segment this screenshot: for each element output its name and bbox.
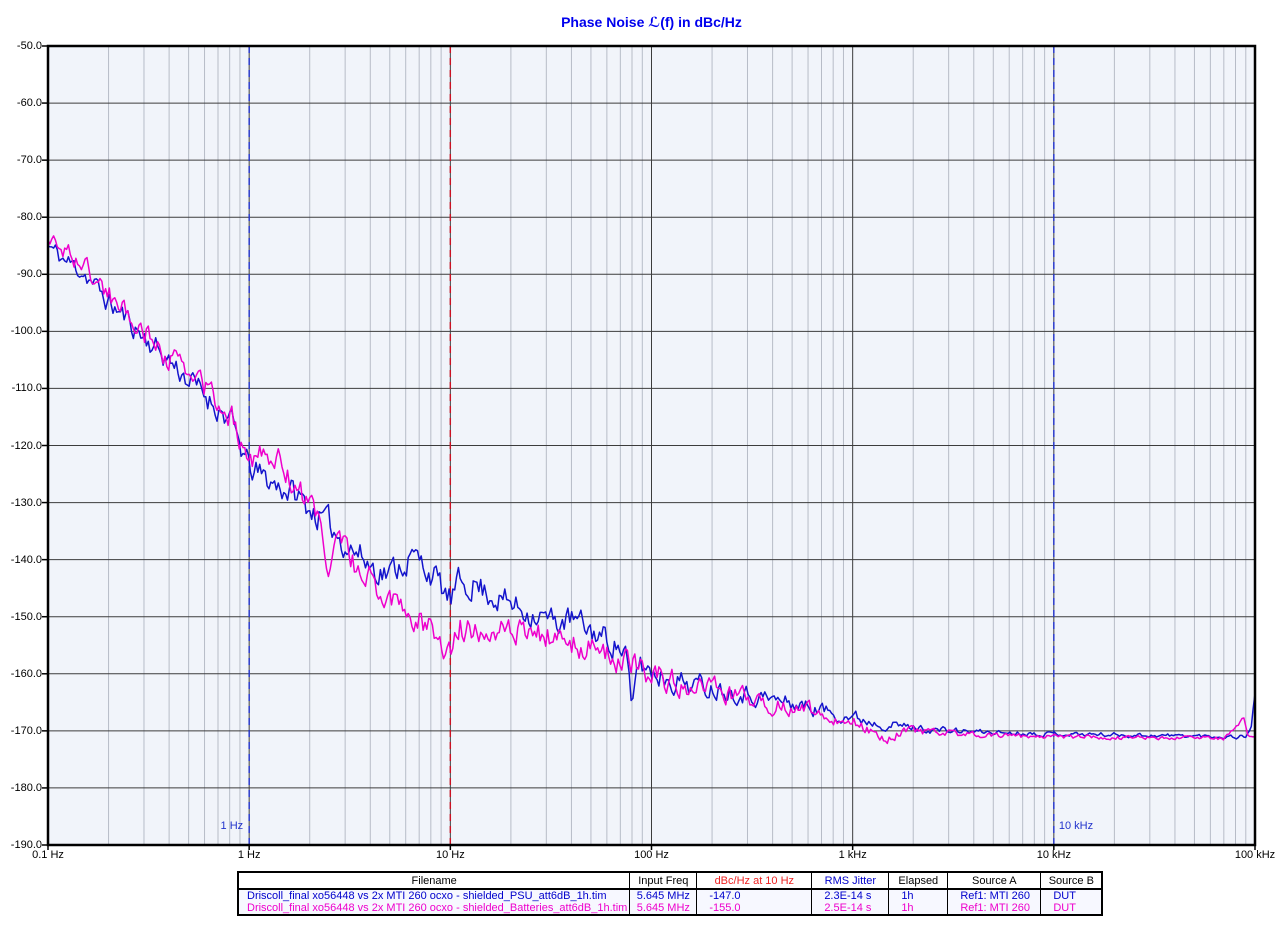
y-axis-label: -170.0 bbox=[10, 724, 42, 737]
x-axis-label: 100 kHz bbox=[1234, 849, 1276, 861]
table-header-source-b: Source B bbox=[1040, 871, 1103, 890]
table-cell: 2.5E-14 s bbox=[811, 902, 890, 915]
table-cell: 1h bbox=[888, 902, 949, 915]
chart-title: Phase Noise ℒ(f) in dBc/Hz bbox=[561, 14, 742, 30]
x-axis-label: 100 Hz bbox=[634, 849, 669, 861]
y-axis-label: -130.0 bbox=[10, 496, 42, 509]
table-row[interactable]: Driscoll_final xo56448 vs 2x MTI 260 ocx… bbox=[237, 889, 1103, 902]
plot-border bbox=[46, 44, 1257, 847]
y-axis-label: -50.0 bbox=[16, 40, 42, 52]
table-cell: -155.0 bbox=[696, 902, 813, 915]
y-axis-label: -60.0 bbox=[16, 97, 42, 110]
y-axis-label: -70.0 bbox=[16, 154, 42, 167]
table-header-filename: Filename bbox=[237, 871, 631, 890]
x-axis-label: 10 Hz bbox=[435, 849, 465, 861]
y-axis-label: -110.0 bbox=[11, 382, 42, 395]
table-header-source-a: Source A bbox=[947, 871, 1042, 890]
table-row[interactable]: Driscoll_final xo56448 vs 2x MTI 260 ocx… bbox=[237, 902, 1103, 915]
table-header-dbc-hz-at-10-hz: dBc/Hz at 10 Hz bbox=[696, 871, 813, 890]
table-cell: -147.0 bbox=[696, 889, 813, 902]
results-table: Filename Input Freq dBc/Hz at 10 Hz RMS Jit… bbox=[237, 871, 1104, 916]
y-axis-label: -90.0 bbox=[16, 268, 42, 281]
y-axis-label: -140.0 bbox=[10, 553, 42, 566]
table-header-rms-jitter: RMS Jitter bbox=[811, 871, 890, 890]
table-cell: 5.645 MHz bbox=[629, 889, 698, 902]
table-cell: DUT bbox=[1040, 889, 1103, 902]
table-cell: Driscoll_final xo56448 vs 2x MTI 260 ocx… bbox=[237, 889, 631, 902]
x-axis-label: 10 kHz bbox=[1036, 849, 1071, 861]
table-cell: DUT bbox=[1040, 902, 1103, 915]
marker-label-10000hz: 10 kHz bbox=[1058, 820, 1094, 832]
x-axis-label: 1 Hz bbox=[237, 849, 261, 861]
table-cell: Ref1: MTI 260 bbox=[947, 902, 1042, 915]
table-cell: Driscoll_final xo56448 vs 2x MTI 260 ocx… bbox=[237, 902, 631, 915]
marker-label-1hz: 1 Hz bbox=[220, 820, 244, 832]
x-axis-label: 0.1 Hz bbox=[32, 849, 64, 861]
y-axis-label: -180.0 bbox=[10, 781, 42, 794]
table-header-elapsed: Elapsed bbox=[888, 871, 949, 890]
table-cell: 5.645 MHz bbox=[629, 902, 698, 915]
x-axis-label: 1 kHz bbox=[838, 849, 867, 861]
table-header-input-freq: Input Freq bbox=[629, 871, 698, 890]
y-axis-label: -80.0 bbox=[16, 211, 42, 224]
trace-shielded_Batteries_att6dB_1h[interactable] bbox=[47, 235, 1256, 745]
table-cell: 1h bbox=[888, 889, 949, 902]
table-header-row: Filename Input Freq dBc/Hz at 10 Hz RMS Jit… bbox=[237, 871, 1103, 890]
y-axis-label: -160.0 bbox=[10, 667, 42, 680]
table-cell: 2.3E-14 s bbox=[811, 889, 890, 902]
y-axis-label: -100.0 bbox=[10, 325, 42, 338]
y-axis-label: -190.0 bbox=[10, 839, 42, 851]
y-axis-label: -150.0 bbox=[10, 610, 42, 623]
table-cell: Ref1: MTI 260 bbox=[947, 889, 1042, 902]
y-axis-label: -120.0 bbox=[10, 439, 42, 452]
